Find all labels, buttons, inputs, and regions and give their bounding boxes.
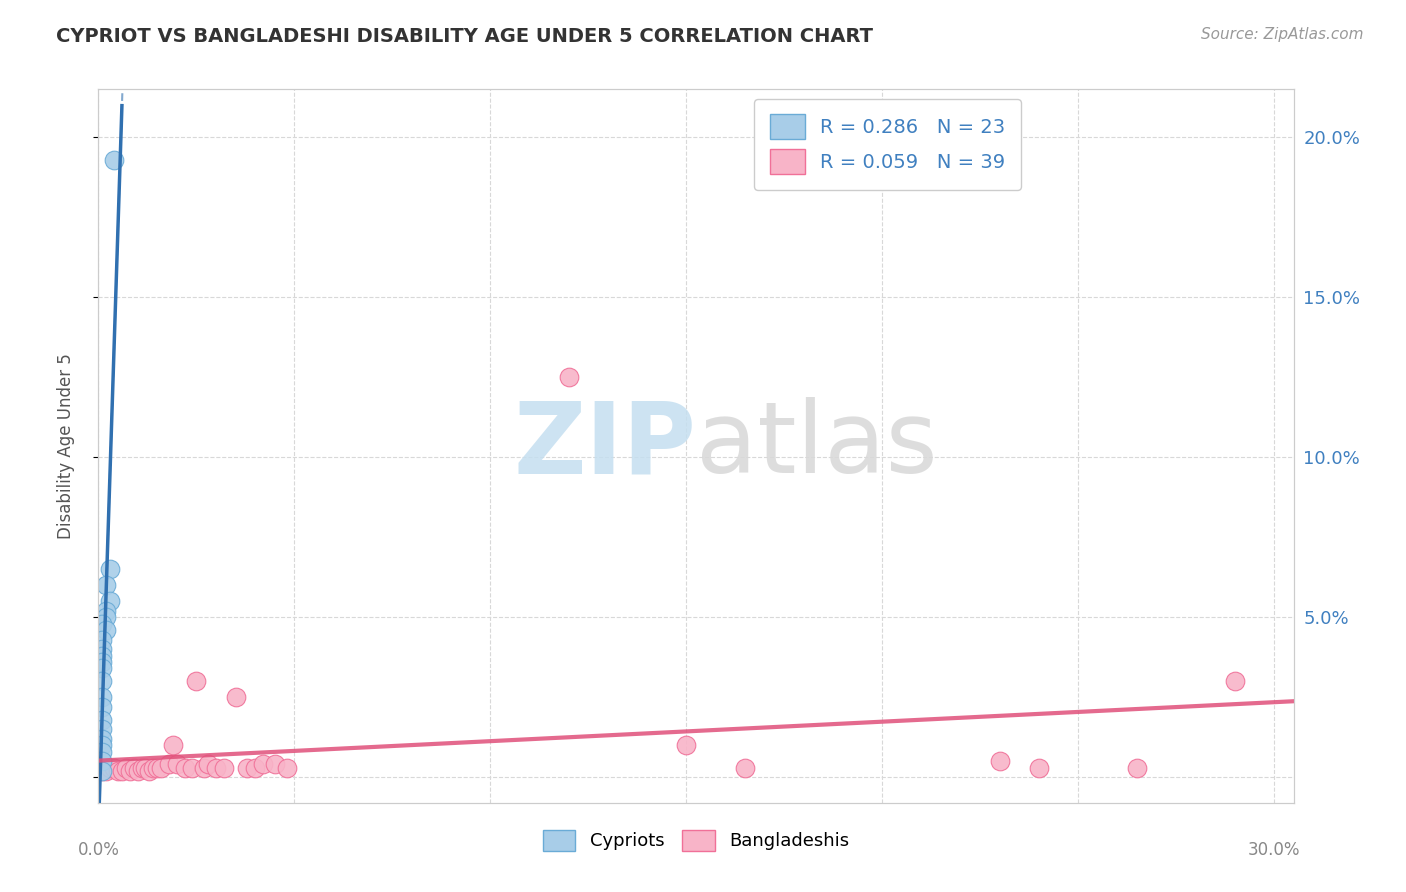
Point xyxy=(91,713,114,727)
Point xyxy=(157,757,180,772)
Point xyxy=(1028,761,1050,775)
Point xyxy=(142,761,165,775)
Point xyxy=(91,661,114,675)
Point xyxy=(186,674,208,689)
Point xyxy=(675,738,697,752)
Point xyxy=(236,761,259,775)
Point xyxy=(212,761,235,775)
Point xyxy=(91,655,114,669)
Point xyxy=(103,153,125,167)
Point xyxy=(734,761,756,775)
Point xyxy=(103,761,125,775)
Point xyxy=(96,623,118,637)
Point xyxy=(91,764,114,778)
Point xyxy=(276,761,298,775)
Point xyxy=(91,648,114,663)
Text: ZIP: ZIP xyxy=(513,398,696,494)
Point xyxy=(115,761,138,775)
Point xyxy=(118,764,141,778)
Text: 0.0%: 0.0% xyxy=(77,841,120,859)
Point xyxy=(181,761,204,775)
Point xyxy=(98,562,121,576)
Point xyxy=(193,761,215,775)
Legend: Cypriots, Bangladeshis: Cypriots, Bangladeshis xyxy=(536,822,856,858)
Text: 30.0%: 30.0% xyxy=(1247,841,1301,859)
Point xyxy=(91,722,114,736)
Text: atlas: atlas xyxy=(696,398,938,494)
Point xyxy=(91,764,114,778)
Point xyxy=(91,699,114,714)
Point xyxy=(138,764,160,778)
Point xyxy=(127,764,149,778)
Point xyxy=(252,757,274,772)
Point xyxy=(988,754,1011,768)
Point xyxy=(243,761,266,775)
Point xyxy=(122,761,145,775)
Point xyxy=(91,674,114,689)
Point xyxy=(150,761,173,775)
Point xyxy=(111,764,134,778)
Point xyxy=(146,761,169,775)
Point xyxy=(557,370,579,384)
Point xyxy=(96,578,118,592)
Point xyxy=(91,745,114,759)
Point xyxy=(96,764,118,778)
Point xyxy=(91,690,114,705)
Point xyxy=(91,632,114,647)
Point xyxy=(98,761,121,775)
Point xyxy=(162,738,184,752)
Point xyxy=(134,761,156,775)
Point xyxy=(263,757,285,772)
Point xyxy=(91,738,114,752)
Point xyxy=(91,731,114,746)
Point xyxy=(1223,674,1246,689)
Text: Source: ZipAtlas.com: Source: ZipAtlas.com xyxy=(1201,27,1364,42)
Point xyxy=(96,604,118,618)
Point xyxy=(131,761,153,775)
Point xyxy=(91,754,114,768)
Y-axis label: Disability Age Under 5: Disability Age Under 5 xyxy=(56,353,75,539)
Point xyxy=(166,757,188,772)
Point xyxy=(173,761,195,775)
Point xyxy=(1126,761,1149,775)
Point xyxy=(91,642,114,657)
Text: CYPRIOT VS BANGLADESHI DISABILITY AGE UNDER 5 CORRELATION CHART: CYPRIOT VS BANGLADESHI DISABILITY AGE UN… xyxy=(56,27,873,45)
Point xyxy=(107,764,129,778)
Point xyxy=(197,757,219,772)
Point xyxy=(205,761,228,775)
Point xyxy=(91,616,114,631)
Point xyxy=(98,594,121,608)
Point xyxy=(225,690,247,705)
Point xyxy=(96,610,118,624)
